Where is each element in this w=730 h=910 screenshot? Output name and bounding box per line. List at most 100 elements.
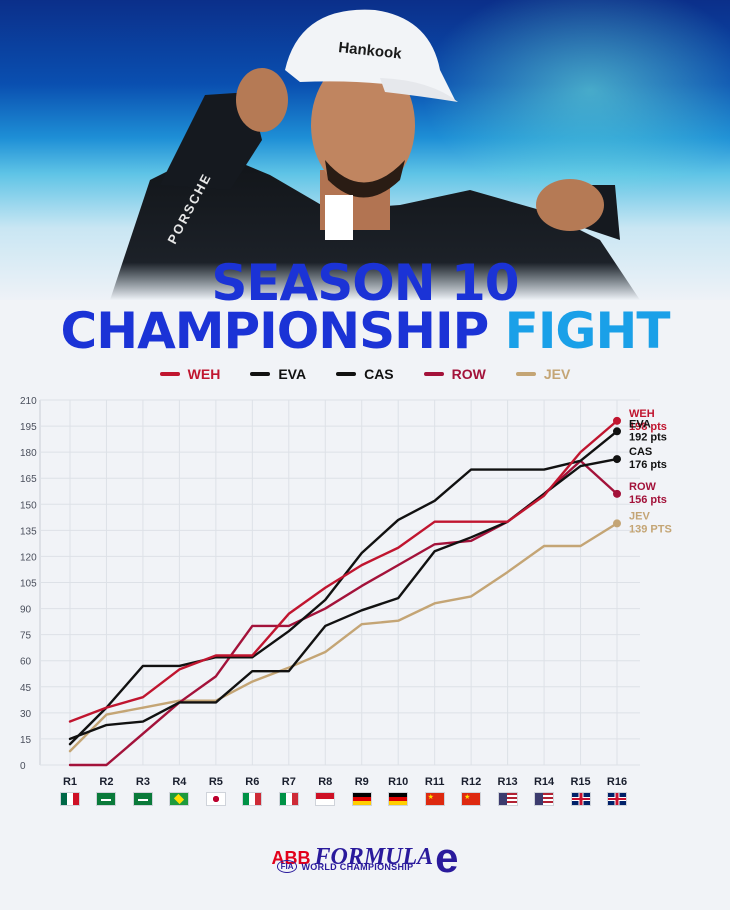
- end-label-name: CAS: [629, 446, 652, 458]
- series-end-point-weh: [613, 416, 621, 425]
- driver-left-fist: [236, 68, 288, 132]
- points-chart: 0 15 30 45 60 75 90 105 120 135 150 165 180 195 210 R1 R…: [20, 396, 672, 788]
- series-end-point-eva: [613, 427, 621, 436]
- driver-cap-brim: [380, 78, 458, 102]
- end-label-points: 192 pts: [629, 431, 667, 443]
- x-tick-label: R1: [63, 776, 77, 788]
- flag-italy-icon: [278, 792, 299, 806]
- race-flags: ★ ★: [0, 792, 730, 812]
- flag-detail: [174, 793, 185, 805]
- y-tick-label: 90: [20, 605, 32, 616]
- driver-left-arm: [160, 92, 262, 190]
- flag-china-icon: ★: [461, 792, 482, 806]
- legend-swatch: [159, 372, 180, 376]
- end-label-name: JEV: [629, 510, 650, 522]
- legend-swatch: [515, 372, 536, 376]
- y-tick-label: 150: [20, 500, 37, 511]
- y-tick-label: 0: [20, 761, 26, 772]
- y-tick-label: 105: [20, 579, 37, 590]
- flag-star: ★: [427, 793, 434, 801]
- title-accent: FIGHT: [504, 302, 671, 360]
- brand-formula: FORMULA: [314, 844, 434, 870]
- flag-star: ★: [464, 793, 471, 801]
- x-tick-label: R11: [425, 776, 445, 788]
- driver-beard: [325, 160, 405, 198]
- x-tick-label: R6: [245, 776, 259, 788]
- legend-item-eva: EVA: [250, 366, 306, 382]
- y-tick-label: 30: [20, 709, 32, 720]
- y-tick-label: 75: [20, 631, 32, 642]
- series-line-row: [68, 459, 619, 767]
- series-end-point-row: [613, 489, 621, 498]
- x-tick-label: R14: [534, 776, 555, 788]
- x-tick-label: R3: [136, 776, 150, 788]
- x-tick-label: R2: [99, 776, 113, 788]
- flag-japan-icon: [205, 792, 226, 806]
- end-label-points: 156 pts: [629, 494, 667, 506]
- x-tick-label: R10: [388, 776, 408, 788]
- legend-label: ROW: [451, 366, 486, 382]
- x-tick-label: R16: [607, 776, 627, 788]
- end-label-name: ROW: [629, 481, 657, 493]
- end-label-name: WEH: [629, 408, 655, 420]
- driver-photo: Hankook PORSCHE: [110, 9, 640, 300]
- flag-mexico-icon: [60, 792, 80, 806]
- x-tick-label: R5: [209, 776, 223, 788]
- x-tick-label: R7: [282, 776, 296, 788]
- y-tick-label: 15: [20, 735, 32, 746]
- formula-e-logo: ABB FORMULA e FIA WORLD CHAMPIONSHIP: [0, 826, 730, 881]
- legend-item-weh: WEH: [159, 366, 221, 382]
- flag-detail: [137, 799, 148, 801]
- series-line-weh: [68, 419, 619, 723]
- flag-uk-icon: [607, 792, 627, 806]
- legend-item-row: ROW: [423, 366, 486, 382]
- hero-glow: [420, 0, 730, 200]
- x-tick-label: R12: [461, 776, 481, 788]
- x-tick-label: R4: [172, 776, 187, 788]
- flag-germany-icon: [388, 792, 409, 806]
- legend-label: EVA: [278, 366, 307, 382]
- y-tick-label: 180: [20, 448, 37, 459]
- series-end-point-cas: [613, 455, 621, 464]
- legend-item-cas: CAS: [336, 366, 394, 382]
- x-tick-label: R8: [318, 776, 332, 788]
- flag-saudi-arabia-icon: [132, 792, 153, 806]
- driver-collar: [325, 195, 353, 240]
- driver-cap: [285, 9, 455, 100]
- title-line-2: CHAMPIONSHIP FIGHT: [0, 302, 730, 360]
- legend-swatch: [336, 372, 357, 376]
- flag-uk-icon: [570, 792, 591, 806]
- fia-badge: FIA: [276, 860, 298, 873]
- legend-label: CAS: [364, 366, 394, 382]
- legend-label: JEV: [543, 366, 571, 382]
- title-main: CHAMPIONSHIP: [60, 302, 490, 360]
- title-line-1: SEASON 10: [211, 254, 519, 312]
- brand-championship: WORLD CHAMPIONSHIP: [301, 861, 414, 872]
- flag-monaco-icon: [315, 792, 336, 806]
- brand-e: e: [435, 834, 459, 881]
- flag-germany-icon: [351, 792, 372, 806]
- driver-right-fist: [536, 179, 604, 231]
- legend-swatch: [423, 372, 444, 376]
- legend-swatch: [250, 372, 271, 376]
- y-tick-label: 165: [20, 474, 37, 485]
- flag-usa-icon: [497, 792, 518, 806]
- end-label-points: 198 pts: [629, 421, 667, 433]
- hero-image: Hankook PORSCHE: [0, 0, 730, 300]
- y-tick-label: 195: [20, 422, 37, 433]
- x-tick-label: R9: [355, 776, 369, 788]
- y-tick-label: 45: [20, 683, 32, 694]
- legend-item-jev: JEV: [515, 366, 571, 382]
- chart-legend: WEH EVA CAS ROW JEV: [0, 366, 730, 382]
- flag-detail: [101, 799, 112, 801]
- cap-logo: Hankook: [338, 39, 403, 63]
- y-tick-label: 60: [20, 657, 32, 668]
- flag-brazil-icon: [169, 792, 190, 806]
- legend-label: WEH: [187, 366, 221, 382]
- x-tick-label: R15: [570, 776, 590, 788]
- end-label-points: 139 PTS: [629, 523, 672, 535]
- y-tick-label: 120: [20, 552, 37, 563]
- end-label-name: EVA: [629, 418, 651, 430]
- flag-saudi-arabia-icon: [96, 792, 117, 806]
- flag-china-icon: ★: [424, 792, 445, 806]
